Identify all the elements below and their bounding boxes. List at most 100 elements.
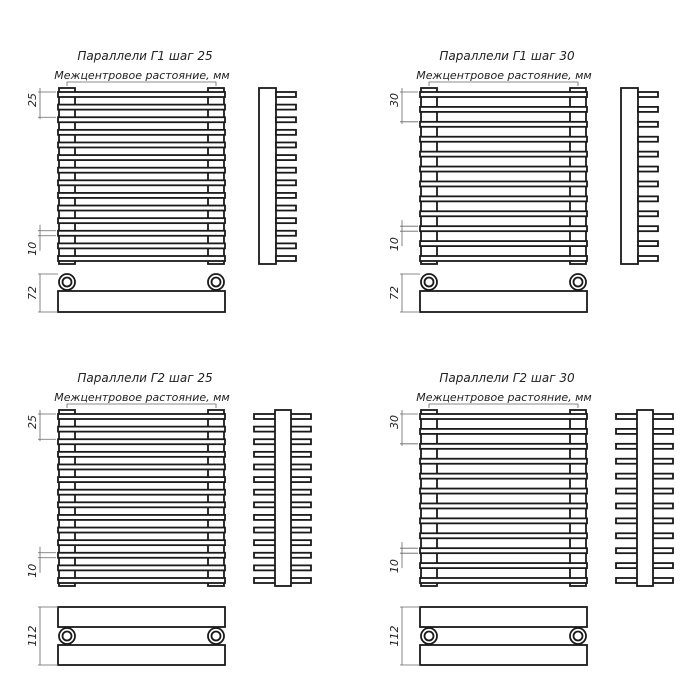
front-bar <box>57 438 226 446</box>
front-bar <box>419 428 588 435</box>
front-bar <box>419 442 588 450</box>
pipe-left-inner <box>61 630 73 642</box>
center-distance-dimension <box>66 81 217 86</box>
front-bar <box>419 195 588 203</box>
front-bar <box>57 217 226 225</box>
side-fin <box>275 204 297 212</box>
side-fin <box>637 135 659 143</box>
panel-subtitle: Межцентровое растояние, мм <box>54 391 229 404</box>
front-bar <box>57 551 226 559</box>
front-bar <box>419 472 588 480</box>
side-fin <box>275 192 297 199</box>
gap-dimension <box>400 542 418 569</box>
side-fin <box>275 116 297 124</box>
panel-g2-25: Параллели Г2 шаг 25 Межцентровое растояни… <box>26 371 312 666</box>
side-fin <box>637 150 659 158</box>
side-fin <box>637 165 659 173</box>
bottom-bar-bottom <box>57 644 226 666</box>
front-bar <box>57 514 226 521</box>
bottom-bar-top <box>57 606 226 628</box>
front-bar <box>57 229 226 237</box>
front-bar <box>57 488 226 496</box>
pipe-left-inner <box>61 276 73 288</box>
front-bar <box>419 180 588 188</box>
front-bar <box>57 425 226 433</box>
panel-g2-30: Параллели Г2 шаг 30 Межцентровое растояни… <box>388 371 674 666</box>
front-bar <box>419 487 588 495</box>
pitch-label: 25 <box>26 415 39 429</box>
front-bar <box>57 255 226 262</box>
front-bar <box>419 106 588 113</box>
right-collector <box>207 409 225 587</box>
panel-title: Параллели Г1 шаг 25 <box>77 49 212 63</box>
left-collector <box>58 87 76 265</box>
front-bar <box>419 517 588 525</box>
bottom-bar <box>419 290 588 313</box>
depth-dimension <box>400 606 420 666</box>
side-fin <box>637 120 659 128</box>
center-distance-dimension <box>428 81 579 86</box>
pitch-dimension <box>38 410 56 442</box>
front-bar <box>57 450 226 458</box>
gap-dimension <box>38 224 56 251</box>
bottom-bar <box>57 290 226 313</box>
pipe-right-inner <box>572 630 584 642</box>
front-bar <box>57 564 226 572</box>
left-collector <box>420 409 438 587</box>
pitch-label: 30 <box>388 93 401 107</box>
panel-title: Параллели Г2 шаг 30 <box>439 371 575 385</box>
side-collector <box>620 87 639 265</box>
panel-g1-25: Параллели Г1 шаг 25 Межцентровое растояни… <box>26 49 297 313</box>
front-bar <box>57 154 226 161</box>
left-collector <box>58 409 76 587</box>
front-bar <box>57 539 226 547</box>
side-fin <box>275 179 297 187</box>
depth-dimension <box>38 606 58 666</box>
gap-label: 10 <box>26 242 39 256</box>
side-fin <box>275 166 297 174</box>
side-fin <box>275 154 297 161</box>
front-bar <box>419 91 588 98</box>
front-bar <box>57 577 226 584</box>
side-fin <box>637 225 659 233</box>
panel-subtitle: Межцентровое растояние, мм <box>416 391 591 404</box>
side-collector <box>258 87 277 265</box>
depth-dimension <box>400 273 420 313</box>
right-collector <box>569 409 587 587</box>
front-bar <box>57 128 226 136</box>
front-bar <box>57 476 226 483</box>
front-bar <box>57 192 226 199</box>
center-distance-dimension <box>428 403 579 408</box>
pipe-left-inner <box>423 276 435 288</box>
front-bar <box>419 457 588 465</box>
panel-title: Параллели Г1 шаг 30 <box>439 49 575 63</box>
side-fin <box>275 242 297 250</box>
front-bar <box>57 179 226 187</box>
pitch-label: 30 <box>388 415 401 429</box>
front-bar <box>419 165 588 173</box>
gap-dimension <box>400 220 418 247</box>
pitch-dimension <box>38 88 56 120</box>
side-fin <box>637 255 659 262</box>
pipe-right-inner <box>572 276 584 288</box>
side-fin <box>275 141 297 149</box>
front-bar <box>57 141 226 149</box>
front-bar <box>57 242 226 250</box>
front-bar <box>419 210 588 218</box>
front-bar <box>57 463 226 471</box>
depth-label: 72 <box>26 286 39 300</box>
side-fin <box>275 103 297 111</box>
panel-g1-30: Параллели Г1 шаг 30 Межцентровое растояни… <box>388 49 659 313</box>
depth-label: 72 <box>388 286 401 300</box>
side-fin <box>275 229 297 237</box>
pitch-dimension <box>400 410 418 446</box>
pipe-right-inner <box>210 630 222 642</box>
gap-label: 10 <box>388 559 401 573</box>
front-bar <box>419 225 588 233</box>
side-collector <box>636 409 654 587</box>
depth-dimension <box>38 273 58 313</box>
panel-subtitle: Межцентровое растояние, мм <box>54 69 229 82</box>
depth-label: 112 <box>26 626 39 647</box>
front-bar <box>57 116 226 124</box>
